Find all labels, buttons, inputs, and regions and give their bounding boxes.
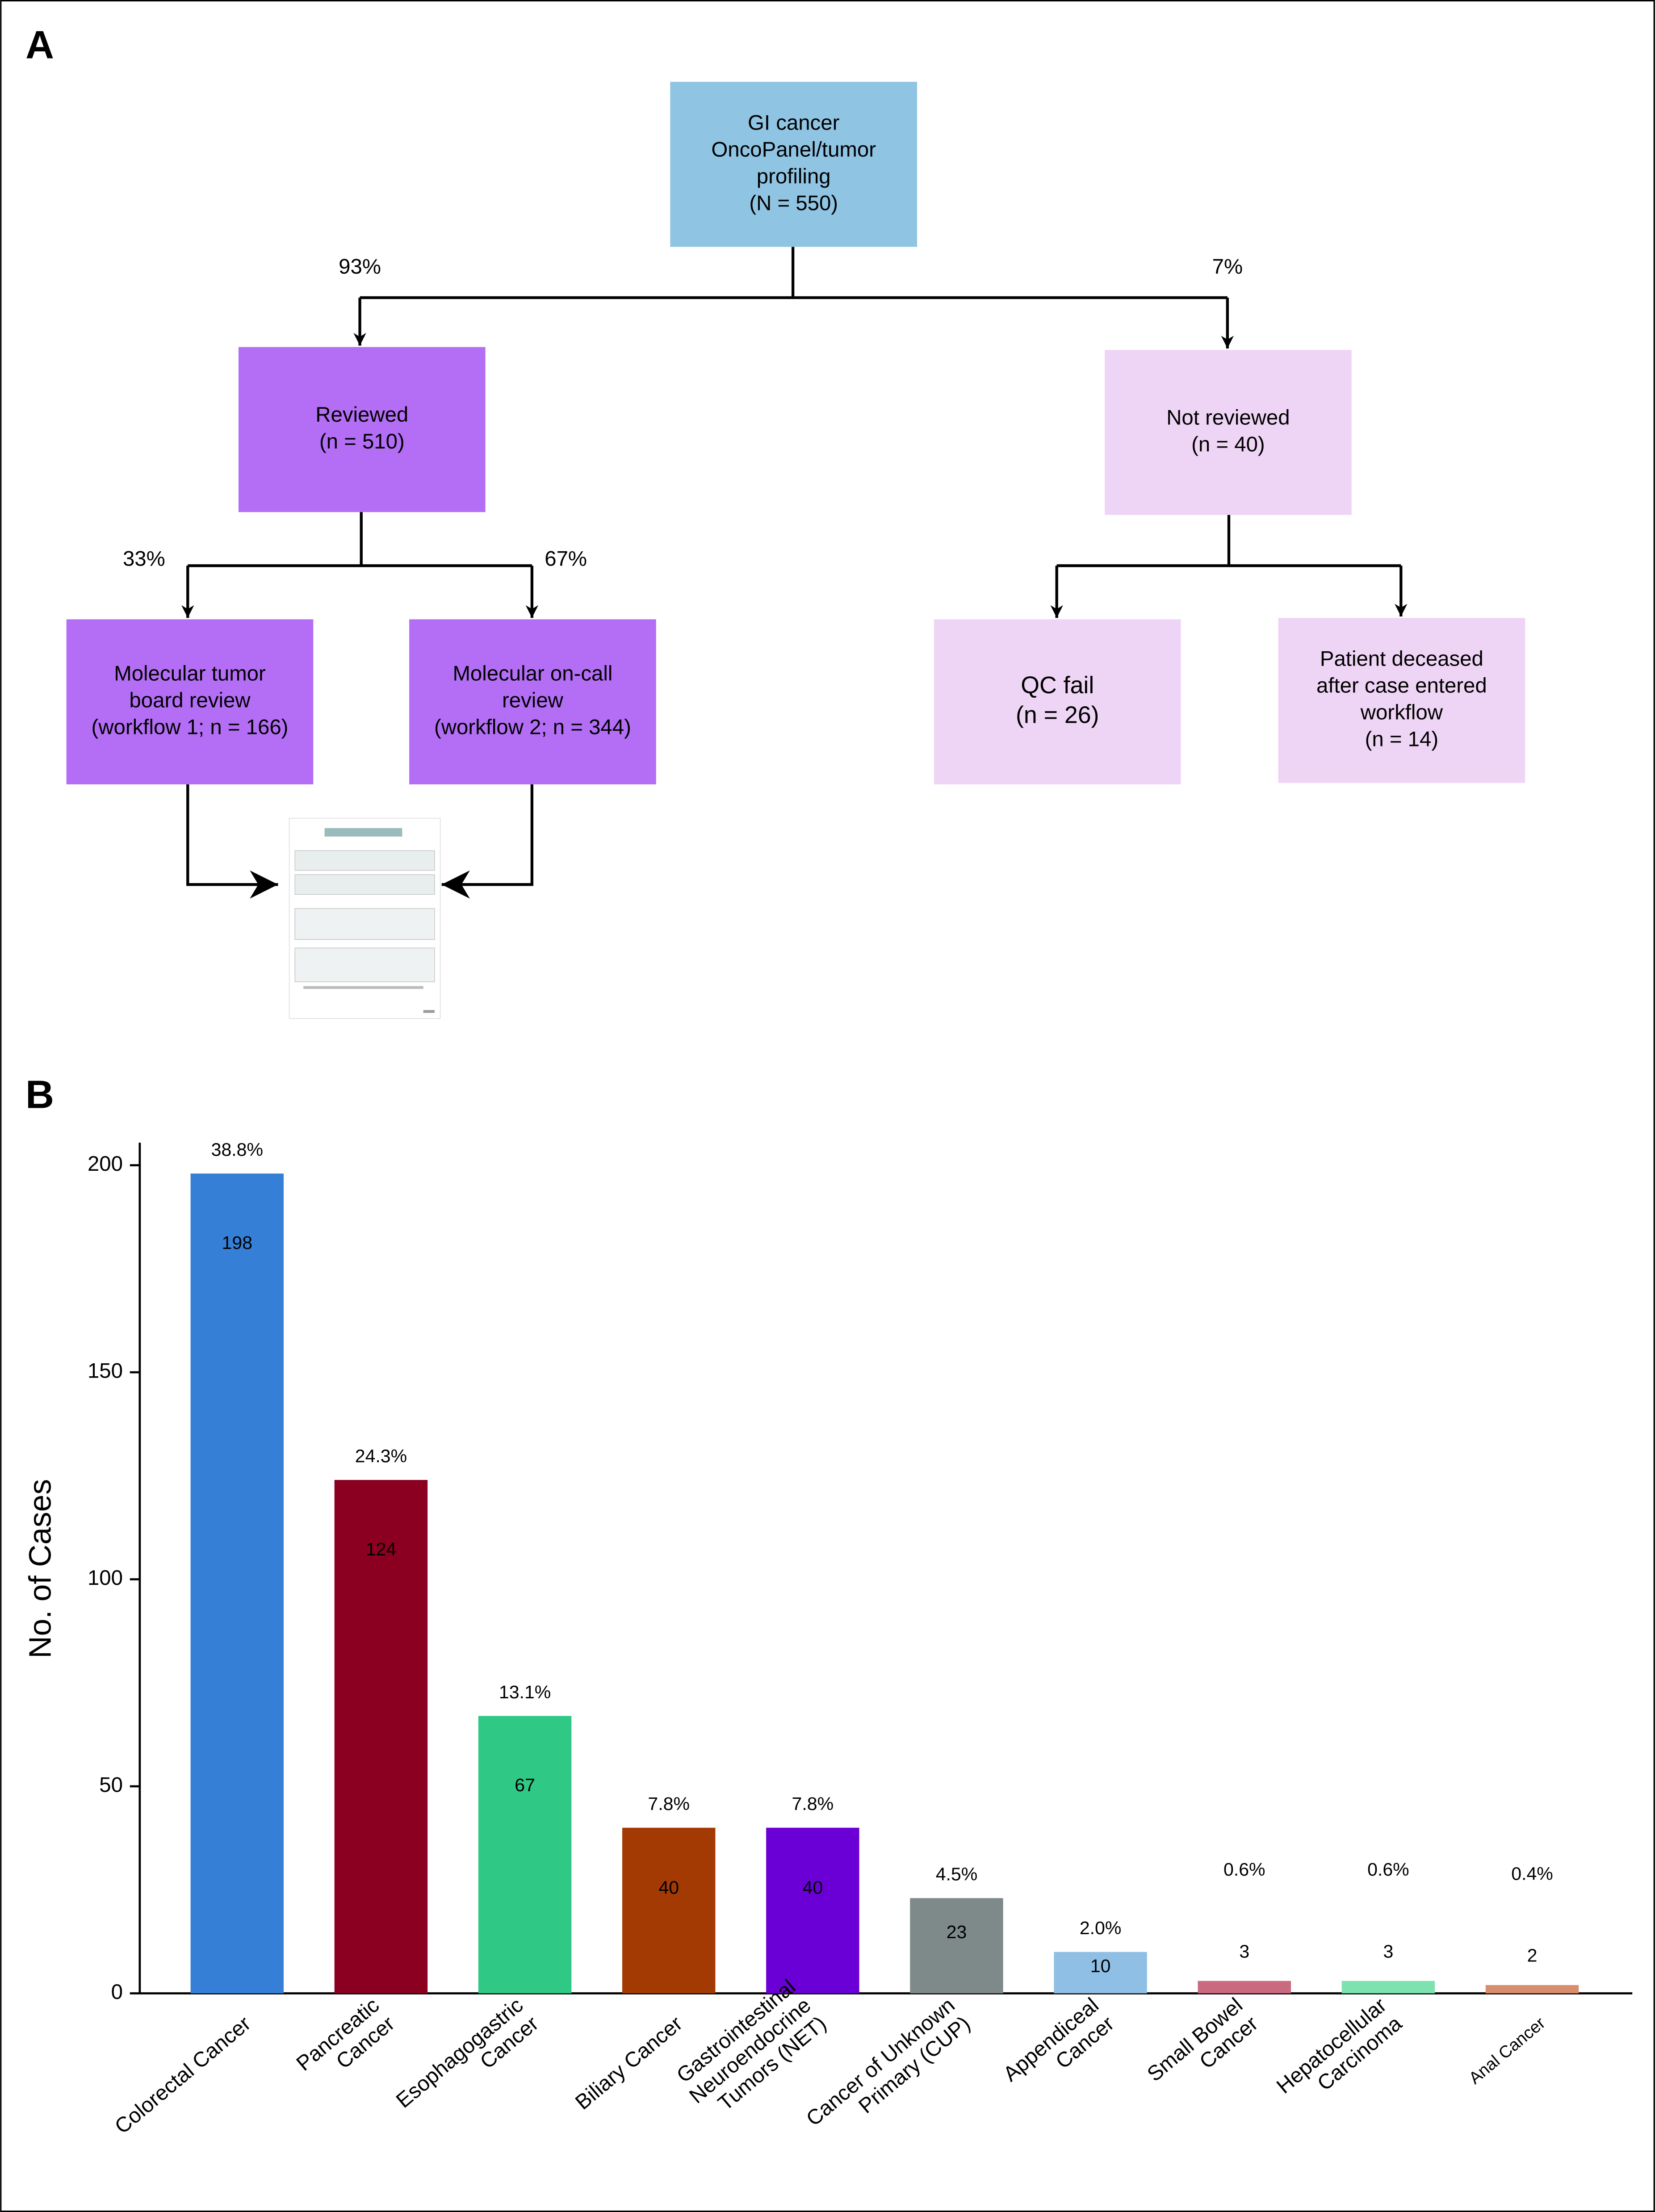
bar-percent-label: 38.8% (211, 1139, 263, 1160)
node-box (1105, 350, 1352, 515)
node-box (409, 619, 656, 784)
node-box (66, 619, 314, 784)
y-tick-label: 150 (88, 1359, 123, 1383)
panel-label: B (25, 1072, 54, 1116)
node-label: review (502, 689, 564, 712)
bar-value-label: 40 (803, 1877, 823, 1898)
bar-percent-label: 0.4% (1511, 1863, 1553, 1884)
node-label: profiling (757, 164, 831, 188)
bar-value-label: 67 (515, 1775, 535, 1795)
connectors (181, 247, 1408, 899)
bar (190, 1173, 284, 1994)
y-tick-label: 100 (88, 1566, 123, 1590)
bar-percent-label: 13.1% (499, 1682, 551, 1702)
node-label: Not reviewed (1166, 406, 1290, 429)
node-label: (n = 26) (1016, 702, 1099, 729)
y-axis-title: No. of Cases (22, 1479, 57, 1659)
bar-value-label: 3 (1239, 1941, 1249, 1961)
bar-value-label: 124 (366, 1539, 397, 1559)
node-label: Molecular on-call (453, 662, 612, 686)
node-label: (n = 510) (319, 430, 405, 453)
y-tick-label: 0 (111, 1980, 123, 2004)
bar-percent-label: 4.5% (936, 1864, 978, 1885)
node-label: (n = 40) (1191, 432, 1265, 456)
node-label: (N = 550) (749, 191, 838, 215)
node-label: QC fail (1021, 672, 1094, 699)
bar-percent-label: 24.3% (355, 1445, 407, 1466)
bar-value-label: 198 (222, 1232, 252, 1253)
y-tick-label: 200 (88, 1152, 123, 1176)
panel-label: A (25, 23, 54, 67)
node-box (1278, 618, 1525, 783)
bar (910, 1898, 1003, 1994)
bar (1198, 1981, 1291, 1994)
node-box (934, 619, 1181, 784)
node-label: (workflow 1; n = 166) (92, 716, 289, 739)
node-label: board review (129, 689, 251, 712)
node-label: Patient deceased (1320, 647, 1483, 671)
node-label: OncoPanel/tumor (711, 138, 876, 161)
node-label: after case entered (1316, 674, 1487, 698)
bar (1485, 1985, 1579, 1994)
flowchart: GI cancer OncoPanel/tumor profiling (N = 55… (66, 82, 1525, 784)
edge-label: 7% (1212, 255, 1243, 279)
edge-label: 33% (123, 547, 165, 570)
bar (1341, 1981, 1435, 1994)
node-label: (workflow 2; n = 344) (434, 716, 631, 739)
node-label: workflow (1360, 701, 1443, 725)
bar (622, 1827, 716, 1994)
node-label: Reviewed (315, 403, 408, 427)
bar (478, 1716, 572, 1994)
bar-percent-label: 7.8% (648, 1793, 690, 1814)
node-label: (n = 14) (1365, 728, 1439, 751)
node-label: GI cancer (748, 111, 839, 134)
bar-value-label: 40 (658, 1877, 679, 1898)
bar-value-label: 2 (1527, 1945, 1538, 1966)
bar-percent-label: 2.0% (1080, 1918, 1122, 1938)
node-box (238, 347, 486, 512)
bar-percent-label: 0.6% (1367, 1859, 1409, 1880)
bar-percent-label: 7.8% (792, 1793, 834, 1814)
node-label: Molecular tumor (114, 662, 266, 686)
y-tick-label: 50 (99, 1773, 123, 1797)
node-box (670, 82, 918, 247)
report-thumbnail (289, 817, 441, 1019)
bar (334, 1480, 428, 1994)
bar (766, 1827, 859, 1994)
edge-label: 93% (339, 255, 381, 279)
edge-label: 67% (545, 547, 587, 570)
bar-value-label: 23 (947, 1922, 967, 1942)
bar-value-label: 3 (1383, 1941, 1393, 1961)
bar (1054, 1952, 1147, 1994)
bar-percent-label: 0.6% (1223, 1859, 1265, 1880)
bar-value-label: 10 (1090, 1956, 1111, 1976)
